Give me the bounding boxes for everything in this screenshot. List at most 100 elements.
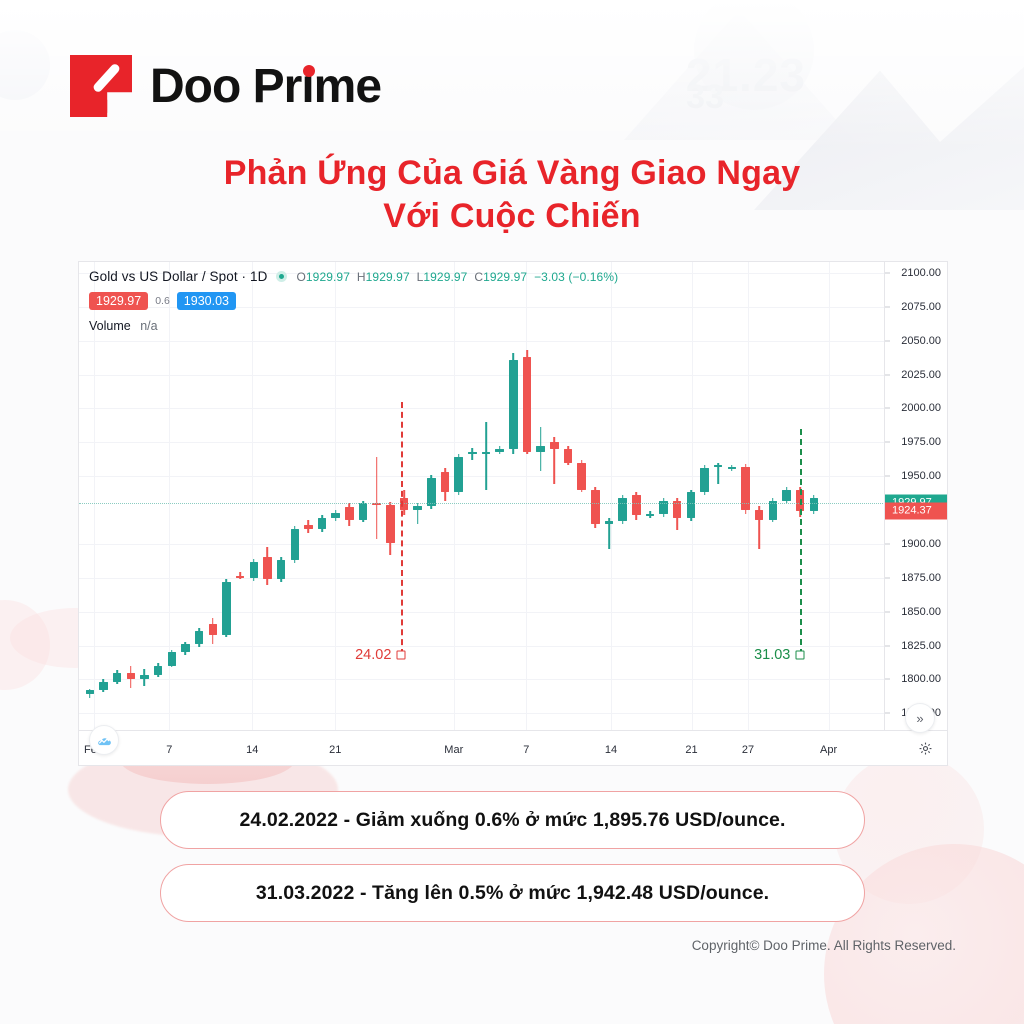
candlestick: [331, 262, 340, 731]
callout-box: 24.02.2022 - Giảm xuống 0.6% ở mức 1,895…: [160, 791, 865, 849]
axis-tick: [885, 577, 890, 579]
doo-prime-logo-icon: [70, 55, 132, 117]
gridline: [79, 645, 885, 647]
gridline: [79, 374, 885, 376]
candlestick: [153, 262, 163, 731]
callout-box: 31.03.2022 - Tăng lên 0.5% ở mức 1,942.4…: [160, 864, 865, 922]
axis-tick: [885, 678, 890, 680]
axis-tick: [885, 340, 890, 342]
candlestick: [591, 262, 600, 731]
candlestick: [632, 262, 641, 731]
price-tick-label: 1900.00: [901, 537, 941, 550]
status-dot-icon: [276, 271, 288, 282]
event-marker-handle[interactable]: [396, 650, 406, 660]
gridline: [79, 442, 885, 444]
price-axis[interactable]: 2100.00 2075.00 2050.00 2025.00 2000.00 1975.…: [884, 262, 947, 731]
volume-label: Volume: [89, 319, 131, 333]
date-tick-label: 21: [685, 744, 698, 756]
change-value: −3.03 (−0.16%): [534, 269, 619, 284]
candlestick: [276, 262, 286, 731]
price-tick-label: 2000.00: [901, 402, 941, 415]
brand-name: Doo Prime: [150, 59, 382, 114]
candlestick: [536, 262, 545, 731]
candlestick: [317, 262, 327, 731]
gridline: [252, 262, 254, 731]
chart-plot-area[interactable]: 24.02 31.03: [79, 262, 885, 731]
candlestick: [358, 262, 368, 731]
open-value: 1929.97: [305, 269, 350, 284]
candlestick: [112, 262, 122, 731]
candlestick: [604, 262, 614, 731]
brand-header: Doo Prime: [70, 55, 382, 117]
event-marker-line[interactable]: [800, 428, 803, 656]
low-value: 1929.97: [423, 269, 468, 284]
open-label: O: [296, 269, 306, 284]
candlestick: [509, 262, 518, 731]
candlestick: [550, 262, 559, 731]
scroll-to-realtime-button[interactable]: »: [905, 703, 935, 733]
axis-tick: [885, 712, 890, 714]
candlestick: [235, 262, 245, 731]
event-marker-label: 24.02: [355, 647, 392, 664]
brand-name-text: Doo Prime: [150, 59, 382, 113]
bid-price-pill[interactable]: 1929.97: [89, 292, 149, 310]
candlestick: [181, 262, 190, 731]
candlestick: [768, 262, 778, 731]
candlestick: [618, 262, 627, 731]
candlestick: [85, 262, 95, 731]
price-tick-label: 2075.00: [901, 300, 941, 313]
candlestick: [809, 262, 819, 731]
gridline: [79, 679, 885, 681]
volume-value: n/a: [140, 319, 158, 333]
page-title-line-2: Với Cuộc Chiến: [383, 196, 641, 235]
gridline: [453, 262, 455, 731]
axis-tick: [885, 611, 890, 613]
date-axis[interactable]: Feb71421Mar7142127Apr: [79, 730, 947, 765]
candlestick: [290, 262, 299, 731]
event-marker-line[interactable]: [401, 401, 404, 656]
candlestick: [249, 262, 258, 731]
price-tick-label: 1850.00: [901, 605, 941, 618]
gridline: [79, 306, 885, 308]
gear-icon[interactable]: [918, 741, 933, 756]
date-tick-label: 7: [523, 744, 530, 756]
page-title-line-1: Phản Ứng Của Giá Vàng Giao Ngay: [223, 154, 801, 192]
date-tick-label: Apr: [820, 744, 838, 756]
axis-tick: [885, 374, 890, 375]
candlestick: [795, 262, 805, 731]
high-label: H: [356, 269, 366, 284]
logo-dot-icon: [303, 64, 315, 77]
ask-price-pill[interactable]: 1930.03: [176, 292, 236, 310]
chart-legend: Gold vs US Dollar / Spot · 1D O1929.97 H…: [89, 269, 618, 333]
axis-tick: [885, 306, 890, 308]
gridline: [169, 262, 171, 731]
gridline: [93, 262, 95, 731]
candlestick: [345, 262, 354, 731]
symbol-label[interactable]: Gold vs US Dollar / Spot · 1D: [89, 269, 268, 284]
price-chart-card[interactable]: 24.02 31.03 2100.00 2075.00 2050.00 2025.00 2…: [78, 261, 948, 766]
candlestick: [454, 262, 463, 731]
candlestick: [413, 262, 422, 731]
gridline: [79, 340, 885, 342]
candlestick: [427, 262, 436, 731]
mini-chart-icon[interactable]: [89, 725, 119, 755]
gridline: [335, 262, 337, 731]
candlestick: [686, 262, 696, 731]
axis-tick: [885, 272, 890, 274]
candlestick: [263, 262, 272, 731]
candlestick: [700, 262, 709, 731]
price-badge: 1924.37: [885, 502, 947, 520]
gridline: [79, 611, 885, 613]
candlestick: [167, 262, 177, 731]
event-marker-handle[interactable]: [795, 650, 805, 660]
axis-tick: [885, 475, 890, 477]
price-tick-label: 1975.00: [901, 436, 941, 449]
gridline: [79, 476, 885, 478]
candlestick: [659, 262, 668, 731]
close-label: C: [474, 269, 484, 284]
price-tick-label: 2025.00: [901, 368, 941, 381]
axis-tick: [885, 645, 890, 647]
date-tick-label: 14: [246, 744, 259, 756]
callout-text: 31.03.2022 - Tăng lên 0.5% ở mức 1,942.4…: [255, 881, 770, 904]
